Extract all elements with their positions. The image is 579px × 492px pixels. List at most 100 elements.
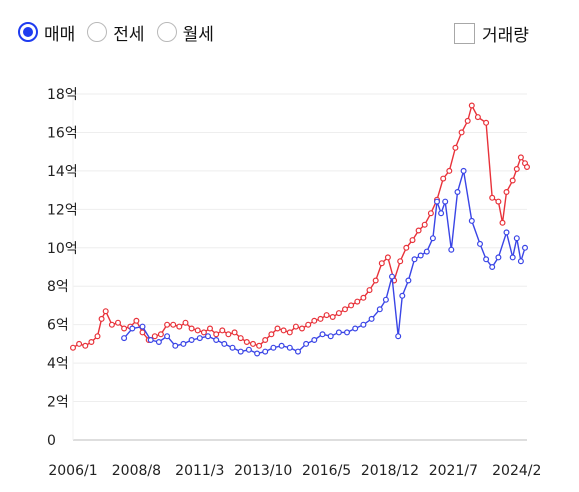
data-point[interactable] — [147, 337, 154, 344]
data-point[interactable] — [372, 277, 379, 284]
data-point[interactable] — [219, 327, 226, 334]
data-point[interactable] — [121, 335, 128, 342]
data-point[interactable] — [139, 329, 146, 336]
data-point[interactable] — [452, 144, 459, 151]
data-point[interactable] — [311, 337, 318, 344]
data-point[interactable] — [366, 287, 373, 294]
data-point[interactable] — [121, 325, 128, 332]
data-point[interactable] — [311, 317, 318, 324]
data-point[interactable] — [409, 237, 416, 244]
data-point[interactable] — [415, 227, 422, 234]
data-point[interactable] — [405, 277, 412, 284]
data-point[interactable] — [464, 117, 471, 124]
radio-jeonse-label[interactable]: 전세 — [113, 24, 145, 45]
data-point[interactable] — [268, 331, 275, 338]
data-point[interactable] — [274, 325, 281, 332]
data-point[interactable] — [499, 219, 506, 226]
data-point[interactable] — [262, 348, 269, 355]
data-point[interactable] — [429, 235, 436, 242]
radio-monthly-rent-label[interactable]: 월세 — [182, 24, 214, 45]
data-point[interactable] — [207, 325, 214, 332]
data-point[interactable] — [421, 221, 428, 228]
data-point[interactable] — [76, 340, 83, 347]
data-point[interactable] — [489, 194, 496, 201]
data-point[interactable] — [262, 337, 269, 344]
data-point[interactable] — [157, 331, 164, 338]
data-point[interactable] — [151, 333, 158, 340]
data-point[interactable] — [256, 342, 263, 349]
data-point[interactable] — [188, 337, 195, 344]
data-point[interactable] — [98, 315, 105, 322]
data-point[interactable] — [454, 189, 461, 196]
data-point[interactable] — [305, 321, 312, 328]
data-point[interactable] — [335, 310, 342, 317]
data-point[interactable] — [250, 340, 257, 347]
data-point[interactable] — [503, 229, 510, 236]
data-point[interactable] — [389, 273, 396, 280]
data-point[interactable] — [82, 342, 89, 349]
data-point[interactable] — [423, 248, 430, 255]
data-point[interactable] — [205, 333, 212, 340]
data-point[interactable] — [303, 340, 310, 347]
data-point[interactable] — [521, 244, 528, 251]
data-point[interactable] — [360, 321, 367, 328]
data-point[interactable] — [243, 339, 250, 346]
data-point[interactable] — [139, 323, 146, 330]
data-point[interactable] — [344, 329, 351, 336]
data-point[interactable] — [509, 254, 516, 261]
data-point[interactable] — [164, 333, 171, 340]
data-point[interactable] — [513, 166, 520, 173]
data-point[interactable] — [329, 314, 336, 321]
data-point[interactable] — [237, 348, 244, 355]
data-point[interactable] — [108, 321, 115, 328]
radio-sale-label[interactable]: 매매 — [44, 24, 76, 45]
data-point[interactable] — [477, 240, 484, 247]
data-point[interactable] — [342, 306, 349, 313]
data-point[interactable] — [354, 298, 361, 305]
data-point[interactable] — [229, 344, 236, 351]
data-point[interactable] — [327, 333, 334, 340]
data-point[interactable] — [88, 339, 95, 346]
data-point[interactable] — [278, 342, 285, 349]
data-point[interactable] — [231, 329, 238, 336]
data-point[interactable] — [489, 264, 496, 271]
data-point[interactable] — [427, 210, 434, 217]
data-point[interactable] — [319, 331, 326, 338]
data-point[interactable] — [360, 294, 367, 301]
data-point[interactable] — [382, 296, 389, 303]
volume-checkbox-box[interactable] — [454, 23, 475, 44]
data-point[interactable] — [200, 329, 207, 336]
data-point[interactable] — [170, 321, 177, 328]
data-point[interactable] — [286, 344, 293, 351]
data-point[interactable] — [225, 331, 232, 338]
data-point[interactable] — [495, 254, 502, 261]
data-point[interactable] — [295, 348, 302, 355]
data-point[interactable] — [517, 258, 524, 265]
data-point[interactable] — [348, 302, 355, 309]
data-point[interactable] — [213, 337, 220, 344]
data-point[interactable] — [442, 198, 449, 205]
data-point[interactable] — [434, 198, 441, 205]
data-point[interactable] — [468, 102, 475, 109]
data-point[interactable] — [335, 329, 342, 336]
data-point[interactable] — [395, 333, 402, 340]
data-point[interactable] — [483, 119, 490, 126]
volume-checkbox-label[interactable]: 거래량 — [482, 26, 529, 46]
data-point[interactable] — [468, 217, 475, 224]
radio-sale-indicator[interactable] — [18, 22, 38, 42]
data-point[interactable] — [237, 335, 244, 342]
radio-jeonse[interactable]: 전세 — [87, 20, 145, 45]
data-point[interactable] — [155, 339, 162, 346]
data-point[interactable] — [270, 344, 277, 351]
data-point[interactable] — [483, 256, 490, 263]
data-point[interactable] — [176, 323, 183, 330]
data-point[interactable] — [69, 344, 76, 351]
data-point[interactable] — [286, 329, 293, 336]
data-point[interactable] — [280, 327, 287, 334]
radio-monthly-rent-indicator[interactable] — [156, 22, 177, 42]
data-point[interactable] — [384, 254, 391, 261]
data-point[interactable] — [474, 114, 481, 121]
data-point[interactable] — [517, 154, 524, 161]
data-point[interactable] — [513, 235, 520, 242]
data-point[interactable] — [188, 325, 195, 332]
